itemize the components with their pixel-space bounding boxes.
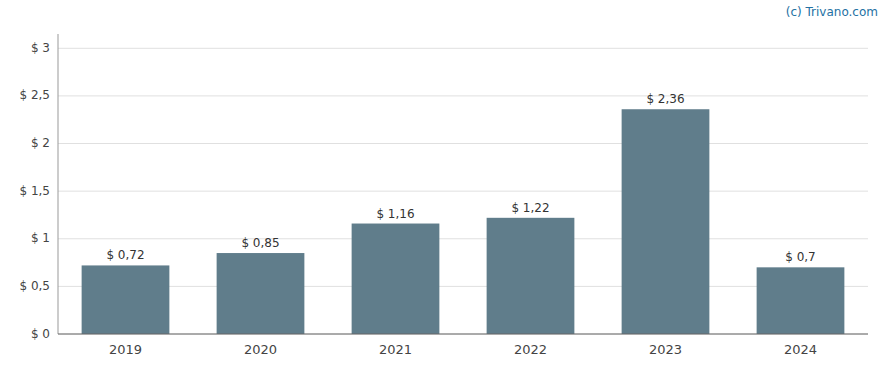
- grid-line: [58, 191, 868, 192]
- bar: [352, 224, 440, 334]
- x-axis-line: [58, 334, 868, 335]
- y-tick-label: $ 1,5: [19, 184, 50, 198]
- y-tick-label: $ 3: [31, 41, 50, 55]
- data-label: $ 0,72: [106, 248, 144, 262]
- x-tick-label: 2022: [514, 342, 547, 357]
- y-tick-label: $ 1: [31, 231, 50, 245]
- x-tick-label: 2019: [109, 342, 142, 357]
- x-tick-label: 2020: [244, 342, 277, 357]
- bar: [622, 109, 710, 334]
- bar: [757, 267, 845, 334]
- grid-line: [58, 48, 868, 49]
- bar: [82, 265, 170, 334]
- data-label: $ 0,7: [785, 250, 816, 264]
- y-tick-labels: $ 0 $ 0,5 $ 1 $ 1,5 $ 2 $ 2,5 $ 3: [19, 41, 50, 341]
- bar: [217, 253, 305, 334]
- grid-line: [58, 143, 868, 144]
- grid-line: [58, 95, 868, 96]
- x-tick-label: 2024: [784, 342, 817, 357]
- grid-line: [58, 238, 868, 239]
- data-labels: $ 0,72 $ 0,85 $ 1,16 $ 1,22 $ 2,36 $ 0,7: [106, 92, 815, 264]
- data-label: $ 1,16: [376, 207, 414, 221]
- bars: [82, 109, 845, 334]
- grid: [58, 48, 868, 334]
- x-tick-labels: 2019 2020 2021 2022 2023 2024: [109, 342, 817, 357]
- y-tick-label: $ 2: [31, 136, 50, 150]
- annotation: (c) Trivano.com: [786, 5, 878, 19]
- y-tick-label: $ 0,5: [19, 279, 50, 293]
- y-tick-label: $ 2,5: [19, 88, 50, 102]
- data-label: $ 1,22: [511, 201, 549, 215]
- page: {"chart_data": {"type": "bar", "annotati…: [0, 0, 888, 370]
- bar: [487, 218, 575, 334]
- grid-line: [58, 286, 868, 287]
- x-tick-label: 2023: [649, 342, 682, 357]
- x-tick-label: 2021: [379, 342, 412, 357]
- chart: $ 0$ 0,5$ 1$ 1,5$ 2$ 2,5$ 3$ 0,72$ 0,85$…: [0, 0, 888, 370]
- y-tick-label: $ 0: [31, 327, 50, 341]
- data-label: $ 0,85: [241, 236, 279, 250]
- data-label: $ 2,36: [646, 92, 684, 106]
- y-axis-line: [58, 34, 59, 334]
- grid-line: [58, 334, 868, 335]
